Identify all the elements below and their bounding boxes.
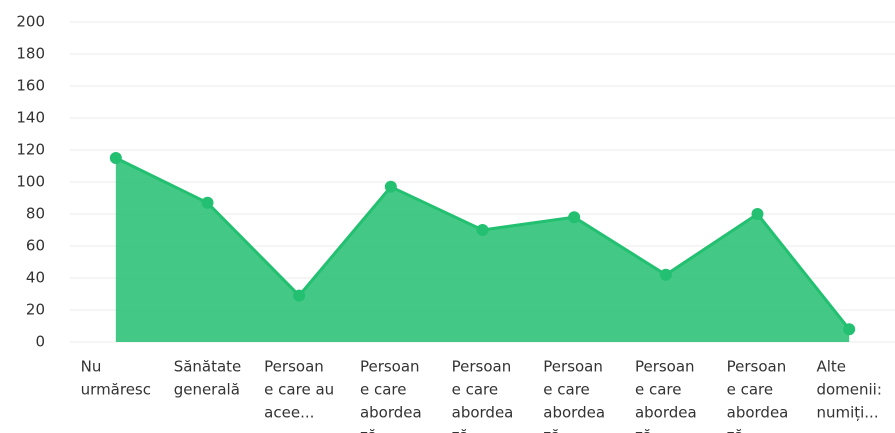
- point: [384, 180, 397, 193]
- x-tick-label: ză...: [360, 427, 391, 433]
- y-tick-label: 0: [35, 333, 45, 351]
- x-tick-label: abordea: [727, 404, 789, 422]
- x-tick-label: urmăresc: [81, 381, 151, 399]
- x-tick-label: Persoan: [452, 358, 512, 376]
- x-tick-label: abordea: [635, 404, 697, 422]
- x-tick-label: abordea: [543, 404, 605, 422]
- x-tick-label: Persoan: [360, 358, 420, 376]
- y-tick-label: 20: [26, 301, 45, 319]
- point: [293, 289, 306, 302]
- x-tick-label: domenii:: [816, 381, 881, 399]
- x-tick-label: numiți...: [816, 404, 878, 422]
- y-tick-label: 120: [16, 141, 45, 159]
- x-tick-label: Persoan: [264, 358, 324, 376]
- y-tick-label: 140: [16, 109, 45, 127]
- x-tick-label: Alte: [816, 358, 846, 376]
- x-tick-label: ză...: [635, 427, 666, 433]
- x-tick-label: generală: [174, 381, 240, 399]
- y-tick-label: 80: [26, 205, 45, 223]
- x-tick-label: Nu: [81, 358, 102, 376]
- x-tick-label: e care: [360, 381, 407, 399]
- x-tick-label: e care au: [264, 381, 334, 399]
- x-tick-label: e care: [452, 381, 499, 399]
- area: [115, 158, 850, 342]
- x-tick-label: acee...: [264, 404, 314, 422]
- x-tick-label: abordea: [360, 404, 422, 422]
- x-tick-label: abordea: [452, 404, 514, 422]
- y-tick-label: 40: [26, 269, 45, 287]
- y-tick-label: 200: [16, 13, 45, 31]
- x-tick-label: e care: [727, 381, 774, 399]
- y-tick-label: 160: [16, 77, 45, 95]
- point: [843, 323, 856, 336]
- x-tick-label: Sănătate: [174, 358, 242, 376]
- x-tick-label: ză...: [543, 427, 574, 433]
- x-tick-label: e care: [635, 381, 682, 399]
- point: [201, 196, 214, 209]
- point: [659, 268, 672, 281]
- x-tick-label: Persoan: [543, 358, 603, 376]
- point: [751, 208, 764, 220]
- x-tick-label: ză...: [452, 427, 483, 433]
- x-tick-label: Persoan: [727, 358, 787, 376]
- point: [568, 211, 581, 224]
- x-tick-label: ză...: [727, 427, 758, 433]
- point: [109, 152, 122, 164]
- x-tick-label: e care: [543, 381, 590, 399]
- y-tick-label: 180: [16, 45, 45, 63]
- y-tick-label: 100: [16, 173, 45, 191]
- y-tick-label: 60: [26, 237, 45, 255]
- point: [476, 224, 489, 236]
- x-tick-label: Persoan: [635, 358, 695, 376]
